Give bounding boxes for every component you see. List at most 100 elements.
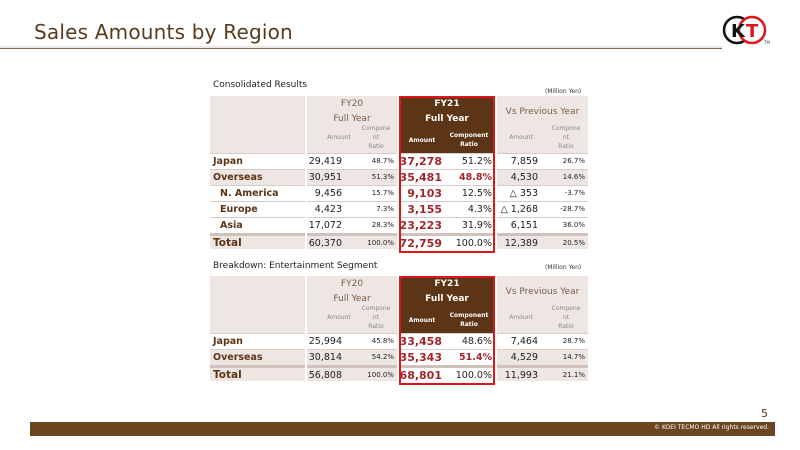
fy21-cell-bg [400,186,494,201]
row-label: Japan [213,156,243,167]
table-row: Total 56,808 100.0% 68,801 100.0% 11,993 21.1% [210,365,588,382]
header-amount: Amount [327,314,351,321]
row-label: Europe [220,204,258,215]
vs-amount: 7,464 [510,336,538,347]
page-number: 5 [761,407,768,420]
header-amount: Amount [509,134,533,141]
vs-amount: △ 1,268 [500,204,538,215]
ratio-line: Ratio [558,323,574,330]
column-separator [305,96,307,249]
vs-ratio: 21.1% [562,371,585,379]
fy21-ratio: 51.4% [459,352,492,363]
vs-ratio: -28.7% [560,205,585,213]
fy21-amount: 3,155 [407,203,442,216]
vs-ratio: 36.0% [562,221,585,229]
ratio-line: nt [562,134,570,141]
fy20-ratio: 54.2% [371,353,394,361]
fy21-ratio: 48.6% [461,336,492,347]
header-amount: Amount [327,134,351,141]
header-fy21: FY21 Full Year Amount Component Ratio [400,276,494,333]
ratio-line: nt [562,314,570,321]
fy21-ratio: 51.2% [461,156,492,167]
fy20-ratio: 51.3% [371,173,394,181]
fy21-cell-bg [400,334,494,349]
fy21-amount: 37,278 [399,155,442,168]
column-separator [397,276,399,381]
fy20-ratio: 28.3% [371,221,394,229]
header-component-ratio: Compone nt Ratio [547,304,585,331]
fy21-cell-bg [400,218,494,233]
header-fy20: FY20 Full Year Amount Compone nt Ratio [307,96,397,153]
fy21-ratio: 48.8% [459,172,492,183]
vs-ratio: 20.5% [562,239,585,247]
fy20-ratio: 48.7% [371,157,394,165]
header-label-blank [210,276,305,333]
header-full-year: Full Year [425,294,469,304]
table-row: Japan 29,419 48.7% 37,278 51.2% 7,859 26.7% [210,153,588,169]
ratio-line: Ratio [460,141,478,148]
row-label: N. America [220,188,279,199]
table-header: FY20 Full Year Amount Compone nt Ratio FY21 Ful… [210,96,588,153]
header-vs-title: Vs Previous Year [505,287,580,297]
table-row: Overseas 30,814 54.2% 35,343 51.4% 4,529 14.7% [210,349,588,365]
fy21-amount: 35,343 [399,351,442,364]
header-vs: Vs Previous Year Amount Compone nt Ratio [497,276,588,333]
header-year: FY21 [434,279,460,289]
fy21-ratio: 12.5% [461,188,492,199]
svg-text:K: K [731,21,746,42]
row-label: Japan [213,336,243,347]
fy20-ratio: 7.3% [376,205,394,213]
svg-text:TM: TM [763,40,770,45]
company-logo: K T TM [722,14,772,46]
header-component-ratio: Component Ratio [446,311,492,329]
results-table: FY20 Full Year Amount Compone nt Ratio FY21 Ful… [210,276,588,385]
ratio-line: Ratio [368,143,384,150]
unit-label: (Million Yen) [545,88,582,95]
fy21-amount: 23,223 [399,219,442,232]
vs-amount: 4,529 [510,352,538,363]
table-row: Europe 4,423 7.3% 3,155 4.3% △ 1,268 -28.7% [210,201,588,217]
row-label: Total [213,369,242,381]
fy20-ratio: 100.0% [367,371,394,379]
vs-amount: 11,993 [504,370,538,381]
fy21-cell-bg [400,236,494,249]
fy20-amount: 30,814 [308,352,342,363]
vs-amount: 4,530 [510,172,538,183]
fy20-amount: 9,456 [314,188,342,199]
ratio-line: Component [449,132,489,139]
header-year: FY20 [340,279,364,289]
ratio-line: Compone [551,305,581,312]
fy21-ratio: 100.0% [455,238,492,249]
header-full-year: Full Year [333,114,371,124]
vs-amount: △ 353 [509,188,538,199]
row-label: Asia [220,220,243,231]
table-body: Japan 25,994 45.8% 33,458 48.6% 7,464 28.7% Ove… [210,333,588,382]
vs-ratio: 28.7% [562,337,585,345]
fy21-amount: 33,458 [399,335,442,348]
header-amount: Amount [509,314,533,321]
fy21-cell-bg [400,154,494,169]
ratio-line: Ratio [368,323,384,330]
column-separator [397,96,399,249]
unit-label: (Million Yen) [545,264,582,271]
fy20-amount: 60,370 [308,238,342,249]
header-year: FY21 [434,99,460,109]
fy20-amount: 25,994 [308,336,342,347]
header-vs-title: Vs Previous Year [505,107,580,117]
ratio-line: Compone [361,125,391,132]
fy21-cell-bg [400,350,494,365]
column-separator [495,96,497,249]
fy20-amount: 29,419 [308,156,342,167]
ratio-line: Ratio [460,321,478,328]
title-underline [0,46,722,49]
column-separator [495,276,497,381]
ratio-line: Component [449,312,489,319]
fy21-cell-bg [400,170,494,185]
vs-amount: 7,859 [510,156,538,167]
header-label-blank [210,96,305,153]
fy21-ratio: 31.9% [461,220,492,231]
fy20-amount: 30,951 [308,172,342,183]
